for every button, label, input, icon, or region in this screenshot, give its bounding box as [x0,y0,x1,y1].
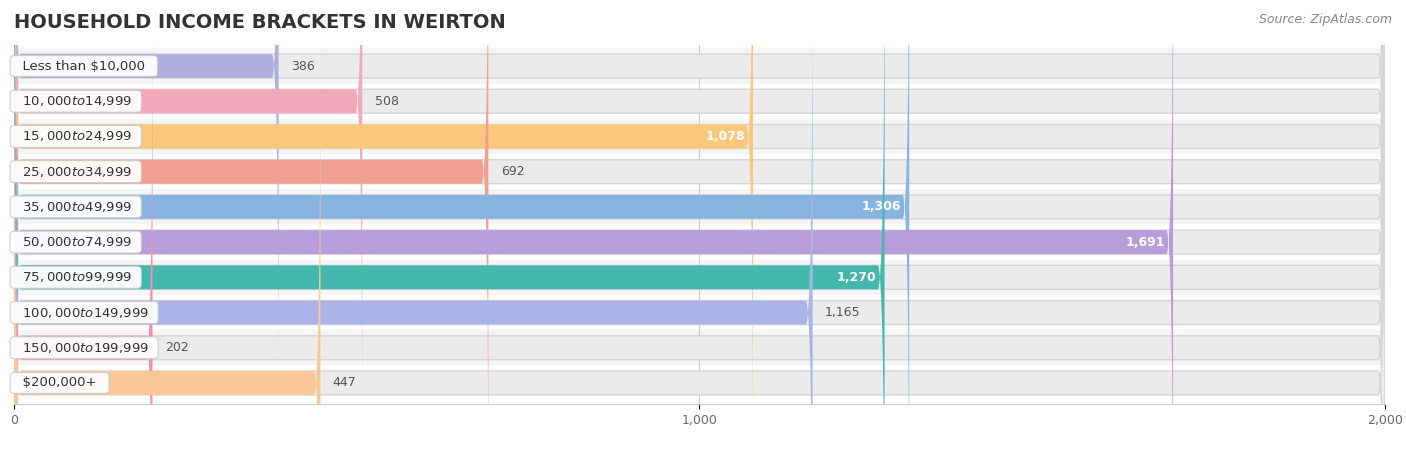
FancyBboxPatch shape [14,0,1385,406]
FancyBboxPatch shape [14,43,1385,449]
FancyBboxPatch shape [14,0,813,449]
Text: HOUSEHOLD INCOME BRACKETS IN WEIRTON: HOUSEHOLD INCOME BRACKETS IN WEIRTON [14,13,506,32]
FancyBboxPatch shape [14,8,1385,449]
Text: Less than $10,000: Less than $10,000 [14,60,153,73]
FancyBboxPatch shape [14,48,1385,84]
Text: $75,000 to $99,999: $75,000 to $99,999 [14,270,138,284]
FancyBboxPatch shape [14,0,1385,441]
FancyBboxPatch shape [14,0,363,441]
Text: $100,000 to $149,999: $100,000 to $149,999 [14,305,155,320]
FancyBboxPatch shape [14,119,1385,154]
FancyBboxPatch shape [14,224,1385,260]
FancyBboxPatch shape [14,0,278,406]
FancyBboxPatch shape [14,0,754,449]
FancyBboxPatch shape [14,295,1385,330]
Text: $150,000 to $199,999: $150,000 to $199,999 [14,341,155,355]
Text: Source: ZipAtlas.com: Source: ZipAtlas.com [1258,13,1392,26]
Text: $200,000+: $200,000+ [14,376,105,389]
Text: 447: 447 [333,376,357,389]
FancyBboxPatch shape [14,154,1385,189]
Text: $50,000 to $74,999: $50,000 to $74,999 [14,235,138,249]
Text: 1,306: 1,306 [862,200,901,213]
FancyBboxPatch shape [14,0,1385,449]
FancyBboxPatch shape [14,330,1385,365]
Text: $25,000 to $34,999: $25,000 to $34,999 [14,165,138,179]
FancyBboxPatch shape [14,0,1385,449]
FancyBboxPatch shape [14,0,1385,449]
Text: $15,000 to $24,999: $15,000 to $24,999 [14,129,138,144]
FancyBboxPatch shape [14,260,1385,295]
Text: 1,078: 1,078 [704,130,745,143]
FancyBboxPatch shape [14,0,1173,449]
Text: 202: 202 [165,341,188,354]
FancyBboxPatch shape [14,0,488,449]
FancyBboxPatch shape [14,0,884,449]
FancyBboxPatch shape [14,189,1385,224]
FancyBboxPatch shape [14,0,910,449]
Text: $10,000 to $14,999: $10,000 to $14,999 [14,94,138,108]
Text: 508: 508 [374,95,398,108]
FancyBboxPatch shape [14,84,1385,119]
Text: 1,691: 1,691 [1125,236,1166,249]
Text: 1,270: 1,270 [837,271,876,284]
FancyBboxPatch shape [14,43,321,449]
Text: 1,165: 1,165 [825,306,860,319]
FancyBboxPatch shape [14,0,1385,449]
Text: 386: 386 [291,60,315,73]
Text: $35,000 to $49,999: $35,000 to $49,999 [14,200,138,214]
FancyBboxPatch shape [14,0,1385,449]
FancyBboxPatch shape [14,0,1385,449]
FancyBboxPatch shape [14,8,152,449]
FancyBboxPatch shape [14,365,1385,401]
Text: 692: 692 [501,165,524,178]
